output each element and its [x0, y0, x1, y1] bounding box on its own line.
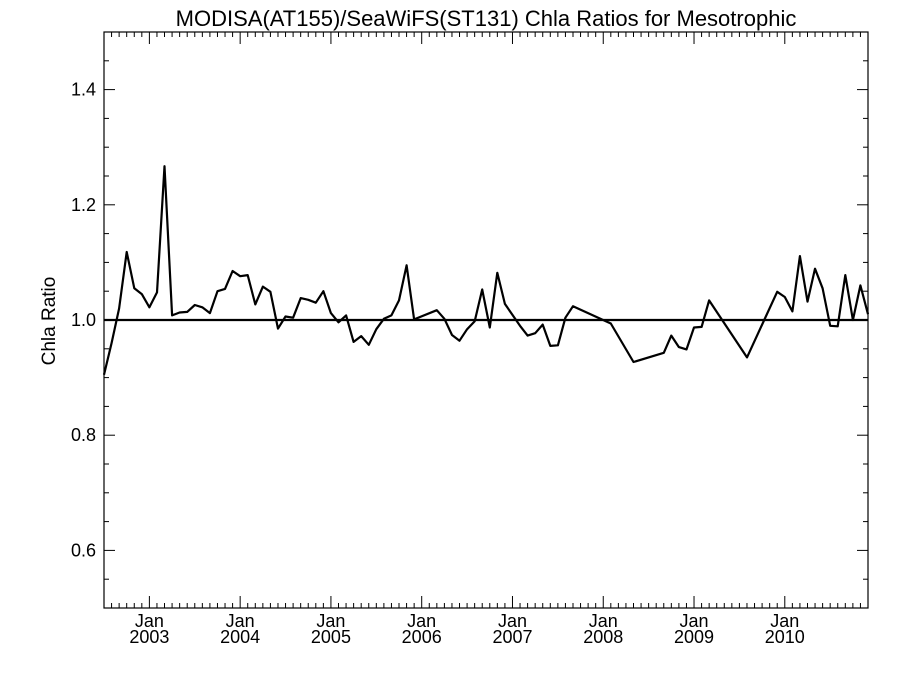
x-tick-label-year: 2006	[402, 627, 442, 647]
x-tick-label-year: 2007	[492, 627, 532, 647]
y-tick-label: 1.2	[71, 195, 96, 215]
x-axis-ticks: Jan2003Jan2004Jan2005Jan2006Jan2007Jan20…	[111, 32, 861, 647]
x-tick-label-month: Jan	[226, 611, 255, 631]
y-tick-label: 1.4	[71, 80, 96, 100]
x-tick-label-month: Jan	[407, 611, 436, 631]
x-tick-label-month: Jan	[498, 611, 527, 631]
series-line	[102, 165, 870, 375]
x-tick-label-year: 2008	[583, 627, 623, 647]
x-tick-label-month: Jan	[680, 611, 709, 631]
y-tick-label: 1.0	[71, 310, 96, 330]
x-tick-label-year: 2004	[220, 627, 260, 647]
x-tick-label-month: Jan	[770, 611, 799, 631]
x-tick-label-year: 2003	[129, 627, 169, 647]
x-tick-label-month: Jan	[135, 611, 164, 631]
x-tick-label-month: Jan	[316, 611, 345, 631]
chart-title: MODISA(AT155)/SeaWiFS(ST131) Chla Ratios…	[176, 6, 797, 31]
x-tick-label-year: 2010	[765, 627, 805, 647]
y-tick-label: 0.6	[71, 540, 96, 560]
x-tick-label-year: 2009	[674, 627, 714, 647]
plot-area: 0.60.81.01.21.4 Jan2003Jan2004Jan2005Jan…	[71, 31, 870, 647]
x-tick-label-month: Jan	[589, 611, 618, 631]
x-tick-label-year: 2005	[311, 627, 351, 647]
y-tick-label: 0.8	[71, 425, 96, 445]
y-axis-label: Chla Ratio	[39, 277, 60, 366]
